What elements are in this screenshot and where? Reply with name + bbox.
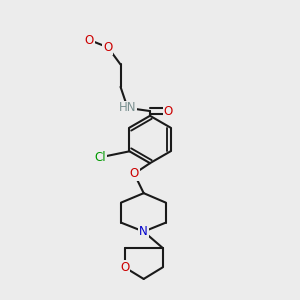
Text: HN: HN	[119, 101, 136, 114]
Text: O: O	[103, 41, 112, 54]
Text: O: O	[164, 105, 173, 118]
Text: O: O	[130, 167, 139, 180]
Text: N: N	[139, 225, 148, 238]
Text: Cl: Cl	[94, 151, 106, 164]
Text: O: O	[120, 261, 129, 274]
Text: O: O	[85, 34, 94, 46]
